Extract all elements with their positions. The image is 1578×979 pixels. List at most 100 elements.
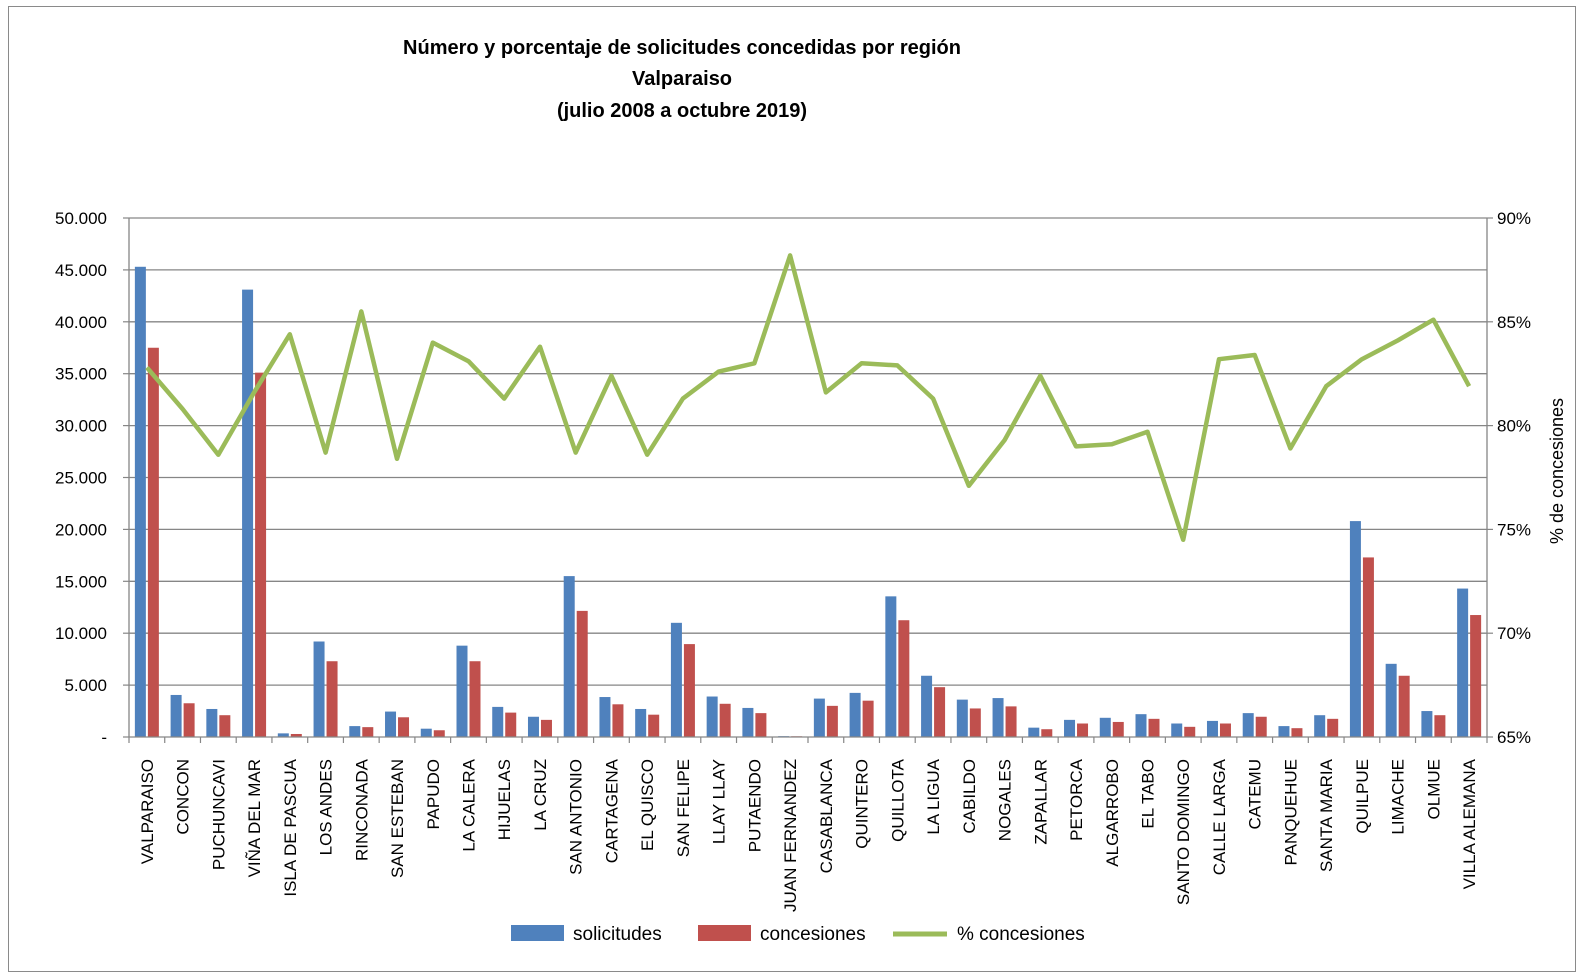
y-left-tick-label: 40.000 bbox=[55, 313, 107, 332]
y-left-tick-labels: - 5.000 10.000 15.000 20.000 25.000 30.000 35.0… bbox=[55, 209, 107, 747]
chart-title-line-2: Valparaiso bbox=[632, 68, 732, 90]
x-category-label: CONCON bbox=[174, 759, 193, 835]
bar-solicitudes bbox=[527, 716, 539, 737]
bar-concesiones bbox=[648, 714, 660, 737]
bar-concesiones bbox=[1291, 728, 1303, 737]
bar-concesiones bbox=[898, 620, 910, 737]
bar-concesiones bbox=[934, 687, 946, 737]
chart-title-line-1: Número y porcentaje de solicitudes conce… bbox=[403, 37, 961, 59]
bar-solicitudes bbox=[1064, 719, 1076, 737]
legend-label-percent: % concesiones bbox=[957, 924, 1085, 945]
bar-concesiones bbox=[433, 730, 445, 737]
x-category-label: PUCHUNCAVI bbox=[209, 759, 228, 870]
bar-solicitudes bbox=[849, 692, 861, 737]
x-category-label: HIJUELAS bbox=[495, 759, 514, 840]
bar-concesiones bbox=[1184, 726, 1196, 737]
gridlines bbox=[129, 217, 1487, 686]
x-category-label: ALGARROBO bbox=[1103, 759, 1122, 867]
x-category-label: SAN ESTEBAN bbox=[388, 759, 407, 878]
bar-solicitudes bbox=[1314, 715, 1326, 737]
percent-line bbox=[145, 253, 1472, 543]
x-category-label: LA CALERA bbox=[460, 758, 479, 851]
x-category-label: LLAY LLAY bbox=[710, 759, 729, 844]
y-right-tick-label: 75% bbox=[1497, 520, 1531, 539]
x-category-label: QUILPUE bbox=[1353, 759, 1372, 834]
x-category-label: ISLA DE PASCUA bbox=[281, 758, 300, 896]
x-category-label: CABILDO bbox=[960, 759, 979, 834]
x-category-label: CARTAGENA bbox=[602, 758, 621, 863]
x-category-label: SANTO DOMINGO bbox=[1174, 759, 1193, 905]
bar-concesiones bbox=[362, 727, 374, 737]
legend-label-concesiones: concesiones bbox=[760, 924, 866, 945]
x-category-label: SAN FELIPE bbox=[674, 759, 693, 857]
y-left-tick-label: 35.000 bbox=[55, 365, 107, 384]
x-category-label: LA CRUZ bbox=[531, 759, 550, 831]
x-category-label: LA LIGUA bbox=[924, 758, 943, 834]
legend-swatch-concesiones bbox=[698, 925, 751, 941]
bar-concesiones bbox=[540, 719, 552, 737]
series-line-percent bbox=[145, 253, 1472, 543]
bar-concesiones bbox=[826, 705, 838, 737]
x-category-label: CASABLANCA bbox=[817, 758, 836, 873]
bar-concesiones bbox=[1077, 723, 1089, 737]
bar-concesiones bbox=[1398, 675, 1410, 737]
x-category-label: LIMACHE bbox=[1389, 759, 1408, 835]
bar-solicitudes bbox=[206, 708, 218, 737]
bars bbox=[134, 266, 1482, 737]
bar-concesiones bbox=[612, 704, 624, 737]
bar-concesiones bbox=[862, 700, 874, 737]
x-category-label: CATEMU bbox=[1246, 759, 1265, 830]
bar-solicitudes bbox=[1278, 726, 1290, 737]
bar-concesiones bbox=[326, 661, 338, 737]
bar-solicitudes bbox=[706, 696, 718, 737]
chart-frame: Número y porcentaje de solicitudes conce… bbox=[8, 6, 1576, 972]
bar-concesiones bbox=[1255, 716, 1267, 737]
bar-solicitudes bbox=[1099, 717, 1111, 737]
x-category-labels: VALPARAISO CONCON PUCHUNCAVI VIÑA DEL MAR IS… bbox=[138, 758, 1479, 912]
bar-concesiones bbox=[1112, 721, 1124, 737]
x-category-label: SAN ANTONIO bbox=[567, 759, 586, 875]
x-category-label: VILLA ALEMANA bbox=[1460, 758, 1479, 889]
bar-concesiones bbox=[1005, 706, 1017, 737]
bar-solicitudes bbox=[385, 711, 397, 737]
bar-concesiones bbox=[147, 347, 159, 737]
x-category-label: OLMUE bbox=[1424, 759, 1443, 819]
y-right-tick-label: 65% bbox=[1497, 728, 1531, 747]
y-left-tick-label: 20.000 bbox=[55, 520, 107, 539]
x-category-label: LOS ANDES bbox=[317, 759, 336, 855]
y-left-tick-label: 10.000 bbox=[55, 624, 107, 643]
bar-concesiones bbox=[219, 715, 231, 737]
bar-solicitudes bbox=[456, 645, 468, 737]
chart-title: Número y porcentaje de solicitudes conce… bbox=[403, 37, 961, 122]
x-category-label: QUINTERO bbox=[853, 759, 872, 849]
bar-solicitudes bbox=[1242, 713, 1254, 737]
y-right-tick-label: 85% bbox=[1497, 313, 1531, 332]
y-right-tick-label: 70% bbox=[1497, 624, 1531, 643]
bar-concesiones bbox=[755, 713, 767, 737]
x-category-label: VALPARAISO bbox=[138, 759, 157, 864]
bar-concesiones bbox=[1041, 729, 1053, 737]
bar-solicitudes bbox=[1349, 521, 1361, 737]
bar-solicitudes bbox=[1457, 588, 1469, 737]
bar-concesiones bbox=[1327, 718, 1339, 737]
chart-title-line-3: (julio 2008 a octubre 2019) bbox=[557, 100, 807, 122]
bar-solicitudes bbox=[1421, 711, 1433, 737]
bar-concesiones bbox=[719, 703, 731, 737]
y-left-tick-label: - bbox=[101, 728, 107, 747]
bar-solicitudes bbox=[1135, 714, 1147, 737]
x-category-label: SANTA MARIA bbox=[1317, 758, 1336, 872]
x-category-label: EL TABO bbox=[1139, 759, 1158, 829]
x-category-label: CALLE LARGA bbox=[1210, 758, 1229, 875]
bar-solicitudes bbox=[242, 289, 254, 737]
legend-swatch-solicitudes bbox=[511, 925, 564, 941]
bar-solicitudes bbox=[277, 733, 289, 737]
bar-concesiones bbox=[1470, 615, 1482, 737]
bar-concesiones bbox=[1148, 718, 1160, 737]
bar-solicitudes bbox=[134, 266, 146, 737]
bar-solicitudes bbox=[670, 622, 682, 737]
y-right-tick-label: 90% bbox=[1497, 209, 1531, 228]
bar-solicitudes bbox=[813, 698, 825, 737]
bar-concesiones bbox=[290, 733, 302, 737]
legend: solicitudes concesiones % concesiones bbox=[511, 924, 1085, 945]
x-category-label: EL QUISCO bbox=[638, 759, 657, 851]
